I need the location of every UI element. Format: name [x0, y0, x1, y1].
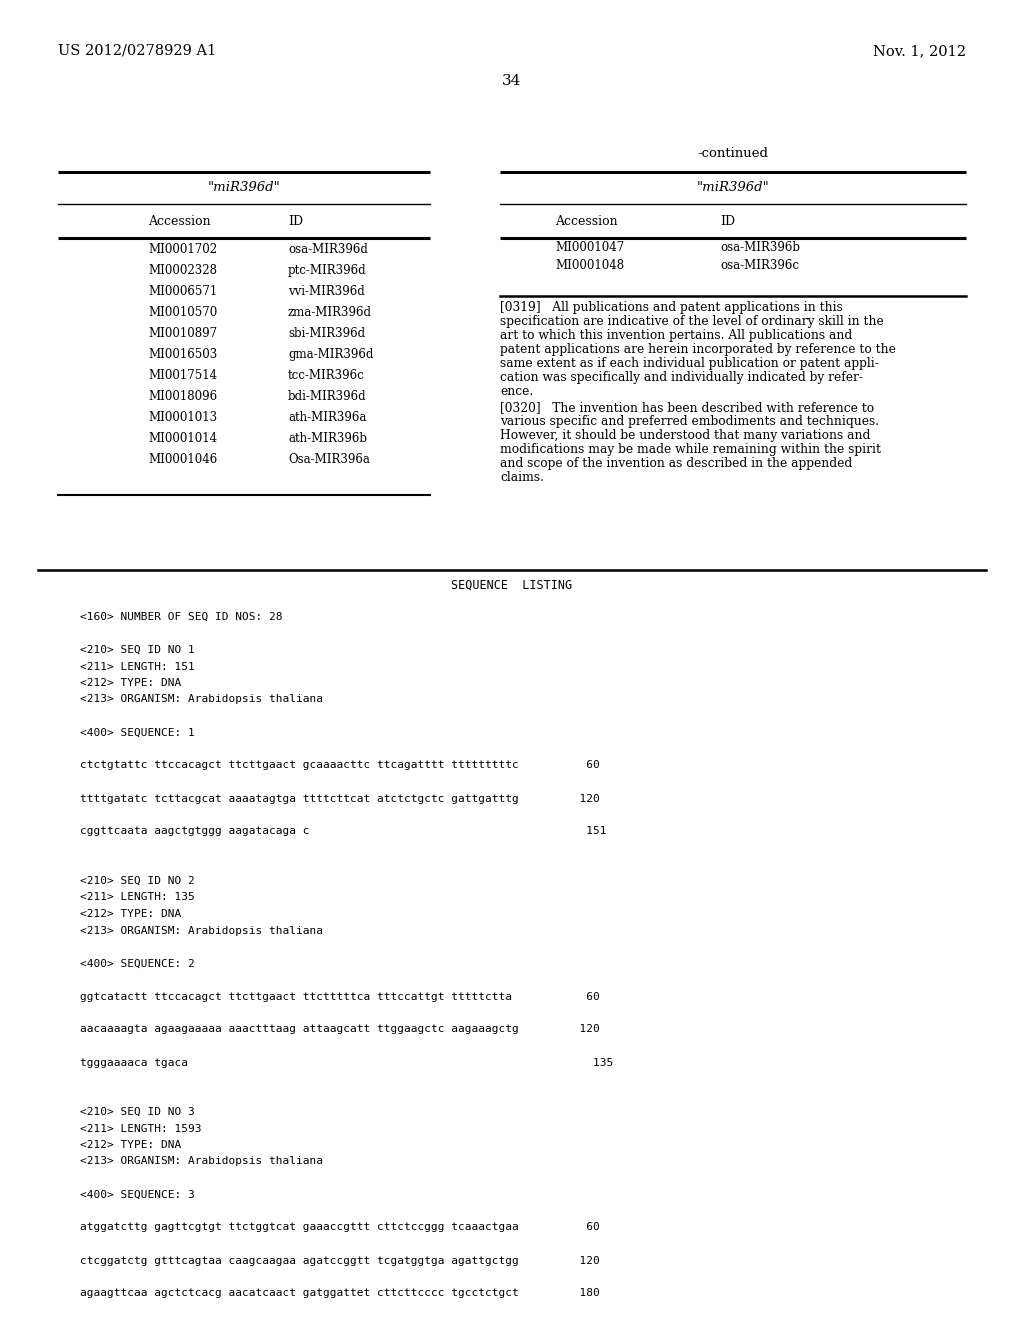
Text: Accession: Accession — [555, 215, 617, 228]
Text: bdi-MIR396d: bdi-MIR396d — [288, 389, 367, 403]
Text: cggttcaata aagctgtggg aagatacaga c                                         151: cggttcaata aagctgtggg aagatacaga c 151 — [80, 826, 606, 837]
Text: ath-MIR396b: ath-MIR396b — [288, 432, 367, 445]
Text: MI0001048: MI0001048 — [555, 259, 624, 272]
Text: MI0010570: MI0010570 — [148, 306, 217, 319]
Text: -continued: -continued — [697, 147, 768, 160]
Text: MI0001702: MI0001702 — [148, 243, 217, 256]
Text: <210> SEQ ID NO 3: <210> SEQ ID NO 3 — [80, 1107, 195, 1117]
Text: <400> SEQUENCE: 2: <400> SEQUENCE: 2 — [80, 958, 195, 969]
Text: ptc-MIR396d: ptc-MIR396d — [288, 264, 367, 277]
Text: 34: 34 — [503, 74, 521, 88]
Text: <160> NUMBER OF SEQ ID NOS: 28: <160> NUMBER OF SEQ ID NOS: 28 — [80, 612, 283, 622]
Text: MI0001013: MI0001013 — [148, 411, 217, 424]
Text: <211> LENGTH: 1593: <211> LENGTH: 1593 — [80, 1123, 202, 1134]
Text: [0319]   All publications and patent applications in this: [0319] All publications and patent appli… — [500, 301, 843, 314]
Text: ctcggatctg gtttcagtaa caagcaagaa agatccggtt tcgatggtga agattgctgg         120: ctcggatctg gtttcagtaa caagcaagaa agatccg… — [80, 1255, 600, 1266]
Text: <211> LENGTH: 151: <211> LENGTH: 151 — [80, 661, 195, 672]
Text: US 2012/0278929 A1: US 2012/0278929 A1 — [58, 44, 216, 58]
Text: MI0001047: MI0001047 — [555, 242, 625, 253]
Text: modifications may be made while remaining within the spirit: modifications may be made while remainin… — [500, 444, 881, 455]
Text: Osa-MIR396a: Osa-MIR396a — [288, 453, 370, 466]
Text: aacaaaagta agaagaaaaa aaactttaag attaagcatt ttggaagctc aagaaagctg         120: aacaaaagta agaagaaaaa aaactttaag attaagc… — [80, 1024, 600, 1035]
Text: claims.: claims. — [500, 471, 544, 484]
Text: cation was specifically and individually indicated by refer-: cation was specifically and individually… — [500, 371, 863, 384]
Text: and scope of the invention as described in the appended: and scope of the invention as described … — [500, 457, 852, 470]
Text: ath-MIR396a: ath-MIR396a — [288, 411, 367, 424]
Text: osa-MIR396d: osa-MIR396d — [288, 243, 368, 256]
Text: ttttgatatc tcttacgcat aaaatagtga ttttcttcat atctctgctc gattgatttg         120: ttttgatatc tcttacgcat aaaatagtga ttttctt… — [80, 793, 600, 804]
Text: osa-MIR396c: osa-MIR396c — [720, 259, 799, 272]
Text: Accession: Accession — [148, 215, 211, 228]
Text: ggtcatactt ttccacagct ttcttgaact ttctttttca tttccattgt tttttctta           60: ggtcatactt ttccacagct ttcttgaact ttctttt… — [80, 991, 600, 1002]
Text: "miR396d": "miR396d" — [696, 181, 769, 194]
Text: various specific and preferred embodiments and techniques.: various specific and preferred embodimen… — [500, 414, 880, 428]
Text: MI0002328: MI0002328 — [148, 264, 217, 277]
Text: gma-MIR396d: gma-MIR396d — [288, 348, 374, 360]
Text: [0320]   The invention has been described with reference to: [0320] The invention has been described … — [500, 401, 874, 414]
Text: <400> SEQUENCE: 1: <400> SEQUENCE: 1 — [80, 727, 195, 738]
Text: ID: ID — [288, 215, 303, 228]
Text: <212> TYPE: DNA: <212> TYPE: DNA — [80, 1140, 181, 1150]
Text: same extent as if each individual publication or patent appli-: same extent as if each individual public… — [500, 356, 879, 370]
Text: agaagttcaa agctctcacg aacatcaact gatggattet cttcttcccc tgcctctgct         180: agaagttcaa agctctcacg aacatcaact gatggat… — [80, 1288, 600, 1299]
Text: vvi-MIR396d: vvi-MIR396d — [288, 285, 365, 298]
Text: patent applications are herein incorporated by reference to the: patent applications are herein incorpora… — [500, 343, 896, 356]
Text: Nov. 1, 2012: Nov. 1, 2012 — [873, 44, 966, 58]
Text: specification are indicative of the level of ordinary skill in the: specification are indicative of the leve… — [500, 315, 884, 327]
Text: <210> SEQ ID NO 1: <210> SEQ ID NO 1 — [80, 645, 195, 655]
Text: osa-MIR396b: osa-MIR396b — [720, 242, 800, 253]
Text: MI0001046: MI0001046 — [148, 453, 217, 466]
Text: tgggaaaaca tgaca                                                            135: tgggaaaaca tgaca 135 — [80, 1057, 613, 1068]
Text: <213> ORGANISM: Arabidopsis thaliana: <213> ORGANISM: Arabidopsis thaliana — [80, 925, 323, 936]
Text: art to which this invention pertains. All publications and: art to which this invention pertains. Al… — [500, 329, 852, 342]
Text: ID: ID — [720, 215, 735, 228]
Text: <212> TYPE: DNA: <212> TYPE: DNA — [80, 909, 181, 919]
Text: zma-MIR396d: zma-MIR396d — [288, 306, 372, 319]
Text: sbi-MIR396d: sbi-MIR396d — [288, 327, 366, 341]
Text: <212> TYPE: DNA: <212> TYPE: DNA — [80, 678, 181, 688]
Text: tcc-MIR396c: tcc-MIR396c — [288, 370, 365, 381]
Text: SEQUENCE  LISTING: SEQUENCE LISTING — [452, 579, 572, 591]
Text: MI0017514: MI0017514 — [148, 370, 217, 381]
Text: atggatcttg gagttcgtgt ttctggtcat gaaaccgttt cttctccggg tcaaactgaa          60: atggatcttg gagttcgtgt ttctggtcat gaaaccg… — [80, 1222, 600, 1233]
Text: MI0006571: MI0006571 — [148, 285, 217, 298]
Text: <211> LENGTH: 135: <211> LENGTH: 135 — [80, 892, 195, 903]
Text: However, it should be understood that many variations and: However, it should be understood that ma… — [500, 429, 870, 442]
Text: MI0016503: MI0016503 — [148, 348, 217, 360]
Text: MI0001014: MI0001014 — [148, 432, 217, 445]
Text: MI0018096: MI0018096 — [148, 389, 217, 403]
Text: <213> ORGANISM: Arabidopsis thaliana: <213> ORGANISM: Arabidopsis thaliana — [80, 1156, 323, 1167]
Text: "miR396d": "miR396d" — [208, 181, 281, 194]
Text: <210> SEQ ID NO 2: <210> SEQ ID NO 2 — [80, 876, 195, 886]
Text: ence.: ence. — [500, 385, 534, 399]
Text: ctctgtattc ttccacagct ttcttgaact gcaaaacttc ttcagatttt tttttttttc          60: ctctgtattc ttccacagct ttcttgaact gcaaaac… — [80, 760, 600, 771]
Text: <213> ORGANISM: Arabidopsis thaliana: <213> ORGANISM: Arabidopsis thaliana — [80, 694, 323, 705]
Text: MI0010897: MI0010897 — [148, 327, 217, 341]
Text: <400> SEQUENCE: 3: <400> SEQUENCE: 3 — [80, 1189, 195, 1200]
